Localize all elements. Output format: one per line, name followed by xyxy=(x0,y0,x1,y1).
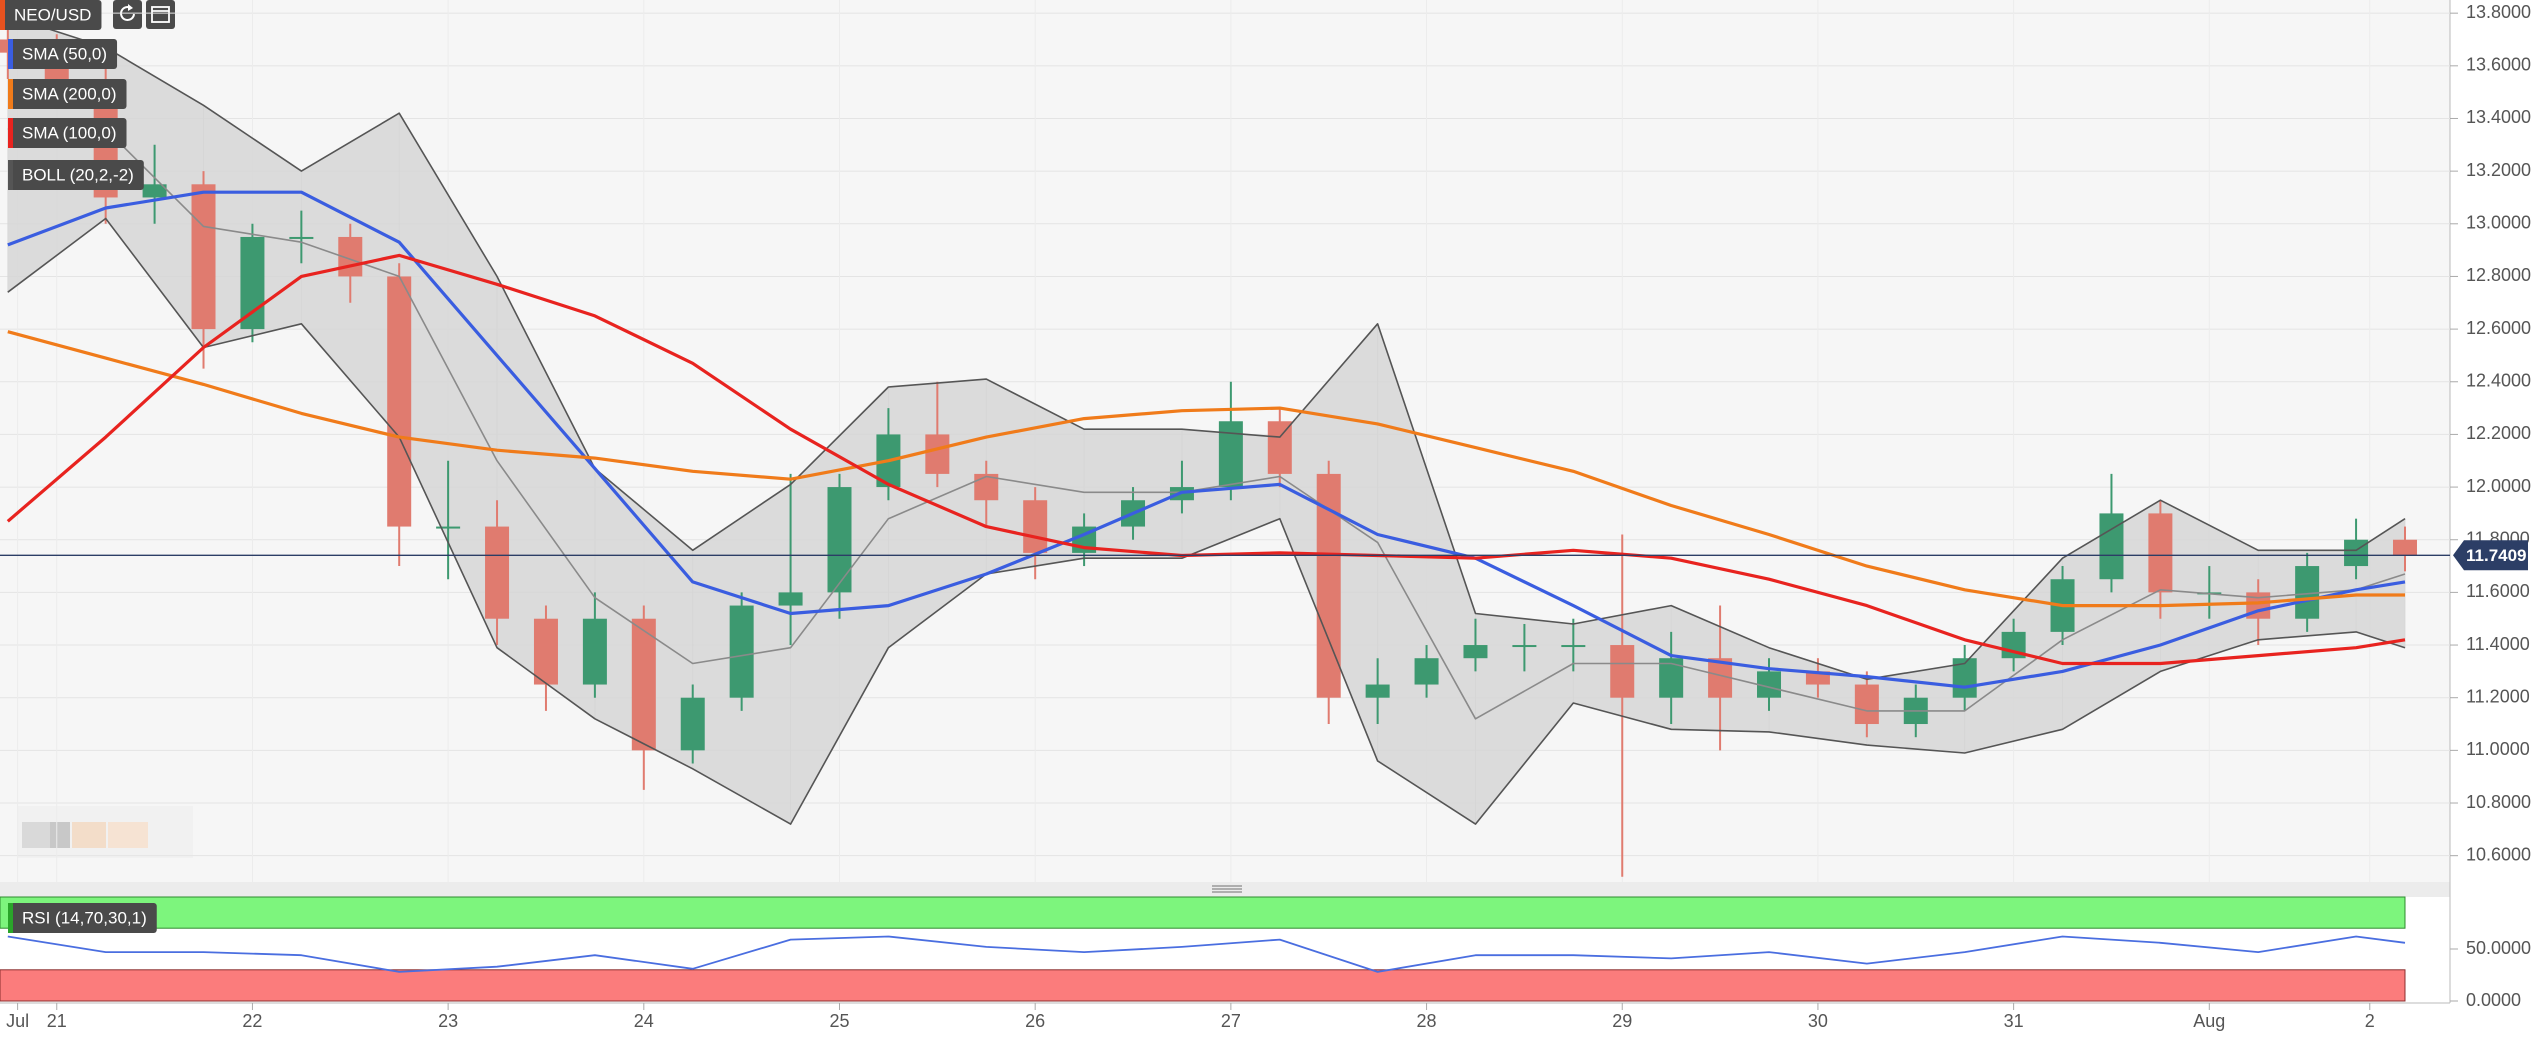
x-tick-label: 26 xyxy=(1025,1011,1045,1031)
x-tick-label: 21 xyxy=(47,1011,67,1031)
y-tick-label: 10.6000 xyxy=(2466,844,2531,864)
last-price-tag xyxy=(2453,540,2528,571)
band-upper xyxy=(7,15,2406,681)
candle-body xyxy=(142,184,167,198)
x-tick-label: 28 xyxy=(1417,1011,1437,1031)
y-tick-label: 11.0000 xyxy=(2466,739,2530,759)
candle-body xyxy=(631,618,656,751)
candle-body xyxy=(289,236,314,239)
overbought-zone xyxy=(0,896,2406,929)
candle-body xyxy=(1316,473,1341,698)
y-tick-label: 50.0000 xyxy=(2466,938,2531,958)
legend-label: NEO/USD xyxy=(14,5,91,24)
x-tick-label: 30 xyxy=(1808,1011,1828,1031)
candle-body xyxy=(485,526,510,619)
legend-swatch xyxy=(8,903,13,933)
candle-body xyxy=(925,434,950,474)
y-tick-label: 12.4000 xyxy=(2466,371,2531,391)
candle-body xyxy=(2148,513,2173,593)
candle-body xyxy=(827,487,852,593)
candle-body xyxy=(2392,539,2417,556)
legend-swatch xyxy=(8,160,13,190)
legend-label: SMA (50,0) xyxy=(22,44,107,63)
x-tick-label: 25 xyxy=(829,1011,849,1031)
band-lower xyxy=(7,217,2406,825)
candle-body xyxy=(387,276,412,527)
x-tick-label: 2 xyxy=(2365,1011,2375,1031)
y-tick-label: 10.8000 xyxy=(2466,792,2531,812)
y-tick-label: 13.4000 xyxy=(2466,107,2531,127)
x-tick-label: 29 xyxy=(1612,1011,1632,1031)
x-tick-label: 23 xyxy=(438,1011,458,1031)
sma-line xyxy=(7,330,2405,608)
oversold-zone xyxy=(0,969,2406,1002)
legend-box[interactable] xyxy=(8,118,127,148)
y-tick-label: 11.4000 xyxy=(2466,634,2530,654)
y-tick-label: 13.6000 xyxy=(2466,55,2531,75)
y-tick-label: 13.2000 xyxy=(2466,160,2531,180)
legend-box[interactable] xyxy=(0,0,102,30)
candle-body xyxy=(1512,645,1537,648)
band-middle xyxy=(7,128,2406,720)
candle-body xyxy=(1610,645,1635,698)
candle-body xyxy=(1463,645,1488,659)
y-tick-label: 0.0000 xyxy=(2466,990,2521,1010)
candle-body xyxy=(729,605,754,698)
candle-body xyxy=(1023,500,1048,553)
legend-box[interactable] xyxy=(8,903,157,933)
x-tick-label: 27 xyxy=(1221,1011,1241,1031)
y-tick-label: 13.0000 xyxy=(2466,213,2531,233)
y-tick-label: 11.2000 xyxy=(2466,686,2530,706)
legend-swatch xyxy=(8,79,13,109)
legend-swatch xyxy=(8,118,13,148)
legend-box[interactable] xyxy=(8,39,118,69)
rsi-line xyxy=(7,935,2406,973)
legend-box[interactable] xyxy=(8,160,144,190)
candle-body xyxy=(778,592,803,606)
legend-box[interactable] xyxy=(8,79,127,109)
candle-body xyxy=(533,618,558,685)
x-tick-label: 31 xyxy=(2004,1011,2024,1031)
calendar-button[interactable] xyxy=(146,0,175,29)
candle-body xyxy=(191,184,216,330)
y-tick-label: 12.0000 xyxy=(2466,476,2531,496)
candle-body xyxy=(680,697,705,751)
legend-label: RSI (14,70,30,1) xyxy=(22,908,147,927)
legend-label: SMA (200,0) xyxy=(22,84,117,103)
last-price-label: 11.7409 xyxy=(2466,546,2527,565)
blurred-logo xyxy=(18,806,193,858)
candle-body xyxy=(1365,684,1390,698)
sma-line xyxy=(6,253,2406,666)
legend-swatch xyxy=(0,0,5,30)
y-tick-label: 12.2000 xyxy=(2466,423,2531,443)
candle-body xyxy=(1414,658,1439,685)
x-tick-label: Jul xyxy=(6,1011,29,1031)
candle-body xyxy=(436,526,461,529)
legend-label: BOLL (20,2,-2) xyxy=(22,165,134,184)
candle-body xyxy=(2099,513,2124,580)
candle-body xyxy=(582,618,607,685)
candle-body xyxy=(1854,684,1879,725)
candle-body xyxy=(1218,421,1243,488)
y-tick-label: 12.8000 xyxy=(2466,265,2531,285)
candle-body xyxy=(2344,539,2369,567)
candle-body xyxy=(240,236,265,330)
legend-label: SMA (100,0) xyxy=(22,123,117,142)
y-tick-label: 12.6000 xyxy=(2466,318,2531,338)
candle-body xyxy=(1561,645,1586,648)
x-tick-label: Aug xyxy=(2193,1011,2225,1031)
x-tick-label: 24 xyxy=(634,1011,654,1031)
x-tick-label: 22 xyxy=(242,1011,262,1031)
y-tick-label: 13.8000 xyxy=(2466,2,2531,22)
legend-swatch xyxy=(8,39,13,69)
refresh-button[interactable] xyxy=(113,0,142,29)
divider-grip xyxy=(1212,885,1242,893)
y-tick-label: 11.6000 xyxy=(2466,581,2530,601)
candle-body xyxy=(1267,421,1292,474)
